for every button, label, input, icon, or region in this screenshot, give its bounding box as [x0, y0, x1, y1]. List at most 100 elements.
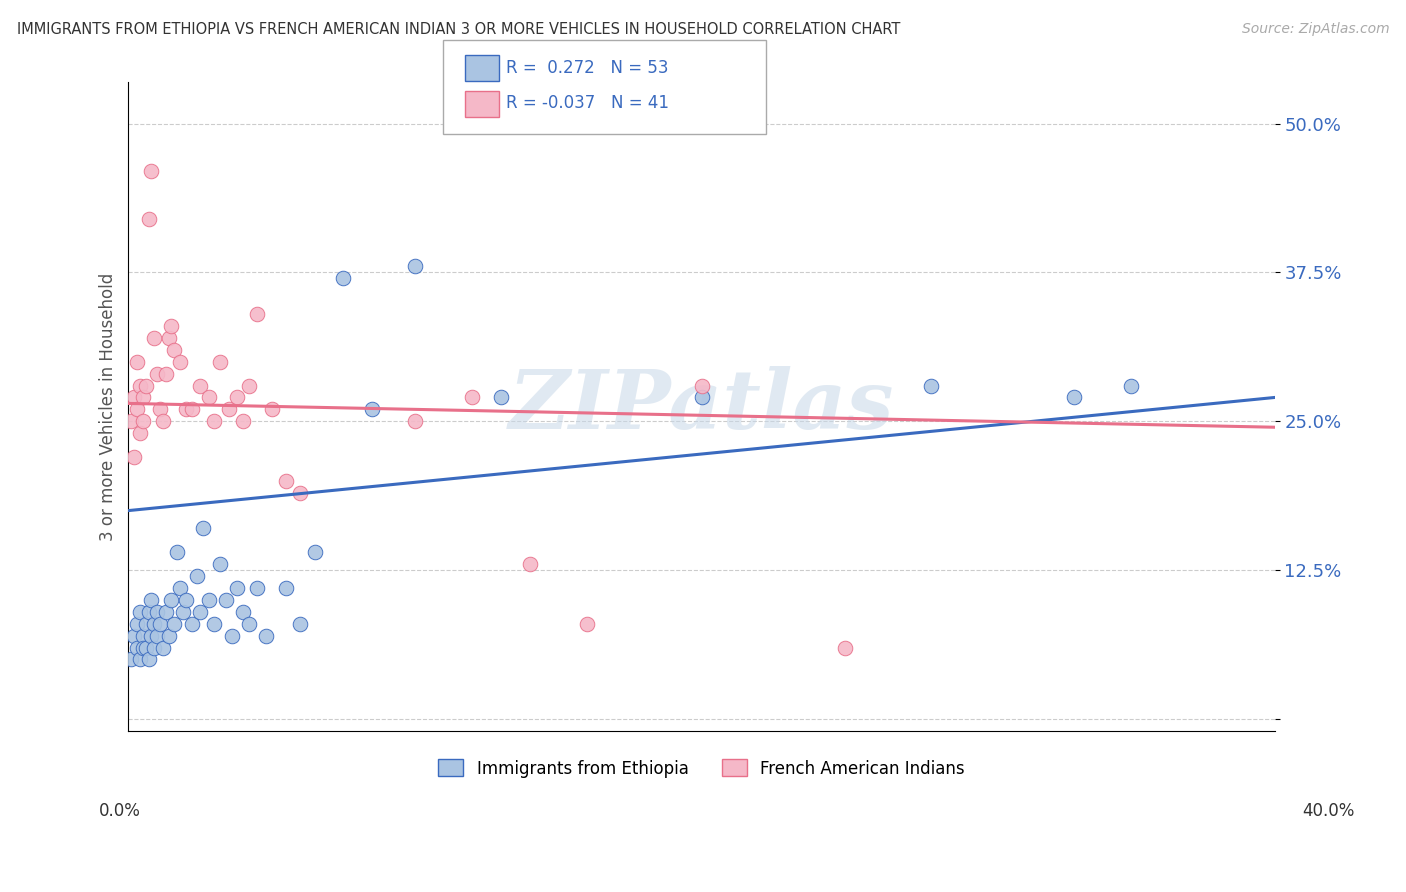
- Point: [163, 616, 186, 631]
- Point: [361, 402, 384, 417]
- Point: [138, 652, 160, 666]
- Point: [290, 616, 312, 631]
- Point: [143, 640, 166, 655]
- Text: R = -0.037   N = 41: R = -0.037 N = 41: [506, 95, 669, 112]
- Text: ZIPatlas: ZIPatlas: [509, 367, 894, 446]
- Point: [135, 640, 157, 655]
- Point: [160, 318, 183, 333]
- Point: [149, 402, 172, 417]
- Point: [163, 343, 186, 357]
- Point: [218, 402, 240, 417]
- Point: [166, 545, 188, 559]
- Point: [1121, 378, 1143, 392]
- Y-axis label: 3 or more Vehicles in Household: 3 or more Vehicles in Household: [100, 272, 117, 541]
- Point: [260, 402, 283, 417]
- Point: [226, 391, 249, 405]
- Point: [834, 640, 856, 655]
- Point: [197, 391, 219, 405]
- Legend: Immigrants from Ethiopia, French American Indians: Immigrants from Ethiopia, French America…: [432, 753, 972, 784]
- Point: [141, 629, 163, 643]
- Point: [149, 616, 172, 631]
- Point: [274, 474, 297, 488]
- Point: [129, 378, 152, 392]
- Point: [141, 164, 163, 178]
- Point: [125, 402, 148, 417]
- Point: [191, 521, 214, 535]
- Point: [246, 307, 269, 321]
- Point: [129, 605, 152, 619]
- Point: [215, 593, 238, 607]
- Point: [304, 545, 326, 559]
- Text: Source: ZipAtlas.com: Source: ZipAtlas.com: [1241, 22, 1389, 37]
- Point: [232, 414, 254, 428]
- Point: [122, 391, 145, 405]
- Point: [132, 391, 155, 405]
- Point: [138, 605, 160, 619]
- Point: [120, 414, 142, 428]
- Point: [197, 593, 219, 607]
- Point: [146, 605, 169, 619]
- Point: [160, 593, 183, 607]
- Point: [188, 605, 211, 619]
- Point: [246, 581, 269, 595]
- Point: [129, 652, 152, 666]
- Point: [157, 629, 180, 643]
- Point: [1063, 391, 1085, 405]
- Point: [232, 605, 254, 619]
- Point: [238, 378, 260, 392]
- Point: [174, 402, 197, 417]
- Point: [155, 605, 177, 619]
- Point: [143, 331, 166, 345]
- Point: [204, 414, 226, 428]
- Point: [146, 629, 169, 643]
- Point: [404, 260, 426, 274]
- Point: [461, 391, 484, 405]
- Point: [141, 593, 163, 607]
- Point: [125, 640, 148, 655]
- Point: [132, 629, 155, 643]
- Point: [226, 581, 249, 595]
- Text: R =  0.272   N = 53: R = 0.272 N = 53: [506, 59, 669, 77]
- Point: [135, 378, 157, 392]
- Point: [169, 355, 191, 369]
- Point: [221, 629, 243, 643]
- Point: [186, 569, 208, 583]
- Text: IMMIGRANTS FROM ETHIOPIA VS FRENCH AMERICAN INDIAN 3 OR MORE VEHICLES IN HOUSEHO: IMMIGRANTS FROM ETHIOPIA VS FRENCH AMERI…: [17, 22, 900, 37]
- Point: [132, 414, 155, 428]
- Point: [274, 581, 297, 595]
- Point: [129, 426, 152, 441]
- Text: 0.0%: 0.0%: [98, 802, 141, 820]
- Point: [180, 616, 202, 631]
- Point: [157, 331, 180, 345]
- Point: [690, 378, 713, 392]
- Point: [152, 414, 174, 428]
- Point: [155, 367, 177, 381]
- Point: [204, 616, 226, 631]
- Point: [489, 391, 512, 405]
- Point: [920, 378, 942, 392]
- Point: [169, 581, 191, 595]
- Point: [132, 640, 155, 655]
- Point: [575, 616, 598, 631]
- Point: [209, 355, 232, 369]
- Point: [120, 652, 142, 666]
- Point: [143, 616, 166, 631]
- Point: [146, 367, 169, 381]
- Point: [180, 402, 202, 417]
- Point: [404, 414, 426, 428]
- Point: [188, 378, 211, 392]
- Point: [519, 557, 541, 571]
- Point: [254, 629, 277, 643]
- Point: [122, 629, 145, 643]
- Point: [238, 616, 260, 631]
- Point: [152, 640, 174, 655]
- Point: [209, 557, 232, 571]
- Point: [122, 450, 145, 464]
- Point: [290, 485, 312, 500]
- Point: [690, 391, 713, 405]
- Point: [138, 211, 160, 226]
- Point: [332, 271, 354, 285]
- Point: [125, 355, 148, 369]
- Point: [172, 605, 194, 619]
- Point: [135, 616, 157, 631]
